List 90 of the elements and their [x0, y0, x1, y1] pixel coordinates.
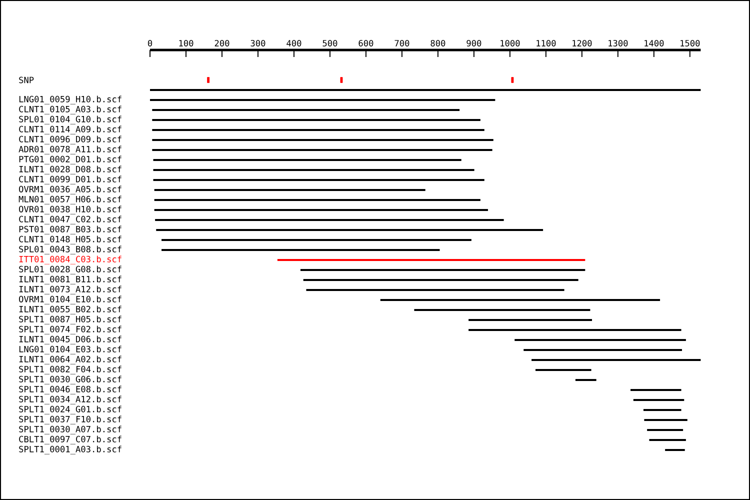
y-tick-label: ILNT1_0055_B02.b.scf: [19, 306, 122, 314]
y-tick-label: CLNT1_0047_C02.b.scf: [19, 216, 122, 224]
y-tick-label: SPL01_0028_G08.b.scf: [19, 266, 122, 274]
x-tick-label: 100: [179, 40, 194, 46]
bar: [380, 298, 660, 301]
y-tick-label: ILNT1_0045_D06.b.scf: [19, 336, 122, 344]
bar: [153, 158, 462, 161]
y-tick-label: SPLT1_0034_A12.b.scf: [19, 396, 122, 404]
x-tick-label: 1100: [536, 40, 556, 46]
y-tick-label: ILNT1_0073_A12.b.scf: [19, 286, 122, 294]
y-tick-label: SPL01_0104_G10.b.scf: [19, 116, 122, 124]
bar: [156, 228, 544, 231]
bar: [649, 438, 686, 441]
y-tick-label: SPLT1_0030_A07.b.scf: [19, 426, 122, 434]
y-tick-label: SPLT1_0087_H05.b.scf: [19, 316, 122, 324]
bar: [575, 378, 596, 381]
y-tick-label: CLNT1_0099_D01.b.scf: [19, 176, 122, 184]
y-tick-label: LNG01_0104_E03.b.scf: [19, 346, 122, 354]
bar: [647, 428, 684, 431]
bar: [153, 178, 484, 181]
x-tick-label: 800: [430, 40, 446, 46]
x-tick-label: 1200: [572, 40, 592, 46]
bar: [643, 408, 682, 411]
x-tick-label: 0: [148, 40, 152, 46]
bar: [468, 328, 682, 331]
x-tick-label: 700: [394, 40, 410, 46]
y-tick-label: ITT01_0084_C03.b.scf: [19, 256, 122, 264]
bar: [535, 368, 592, 371]
y-tick-label: SPLT1_0037_F10.b.scf: [19, 416, 122, 424]
y-tick-label: OVR01_0038_H10.b.scf: [19, 206, 122, 214]
y-tick-label: MLN01_0057_H06.b.scf: [18, 196, 122, 204]
y-tick-label: PST01_0087_B03.b.scf: [19, 226, 122, 234]
y-tick-label: OVRM1_0104_E10.b.scf: [19, 296, 122, 304]
y-tick-label: SPLT1_0046_E08.b.scf: [19, 386, 122, 394]
x-tick-label: 300: [250, 40, 266, 46]
x-tick-label: 1300: [608, 40, 628, 46]
y-tick-label: SPLT1_0001_A03.b.scf: [19, 446, 122, 454]
y-tick-label: ILNT1_0064_A02.b.scf: [19, 356, 122, 364]
x-tick-label: 1000: [500, 40, 520, 46]
x-tick-label: 1400: [644, 40, 664, 46]
bar: [644, 418, 688, 421]
y-tick-label: CLNT1_0114_A09.b.scf: [19, 126, 122, 134]
bar: [306, 288, 564, 291]
bar: [630, 388, 682, 391]
y-tick-label: CBLT1_0097_C07.b.scf: [19, 436, 122, 444]
x-tick-label: 600: [358, 40, 374, 46]
y-tick-label: CLNT1_0096_D09.b.scf: [19, 136, 122, 144]
bar: [154, 208, 488, 211]
y-tick-label: CLNT1_0105_A03.b.scf: [19, 106, 122, 114]
y-tick-label: ADR01_0078_A11.b.scf: [18, 146, 122, 154]
x-tick-label: 400: [286, 40, 302, 46]
bar: [300, 268, 586, 271]
bar: [532, 358, 701, 361]
y-tick-label: ILNT1_0028_D08.b.scf: [19, 166, 122, 174]
bar: [665, 448, 685, 451]
y-tick-label: ILNT1_0081_B11.b.scf: [19, 276, 122, 284]
bar: [152, 138, 494, 141]
bar: [152, 108, 460, 111]
bar: [524, 348, 682, 351]
bar: [162, 248, 440, 251]
y-tick-label: PTG01_0002_D01.b.scf: [19, 156, 122, 164]
bar: [414, 308, 590, 311]
x-tick-label: 1500: [680, 40, 700, 46]
bar: [152, 128, 484, 131]
x-tick-label: 200: [214, 40, 230, 46]
bar: [162, 238, 472, 241]
bar: [150, 88, 701, 91]
bar: [153, 168, 474, 171]
bar: [154, 188, 426, 191]
bar: [277, 258, 586, 261]
y-tick-label: OVRM1_0036_A05.b.scf: [19, 186, 122, 194]
y-tick-label: LNG01_0059_H10.b.scf: [19, 96, 122, 104]
bar: [154, 198, 480, 201]
bar: [468, 318, 592, 321]
bar: [152, 148, 492, 151]
bar: [150, 98, 496, 101]
x-tick-label: 900: [466, 40, 482, 46]
y-tick-label: SPL01_0043_B08.b.scf: [19, 246, 122, 254]
y-tick-label: SPLT1_0030_G06.b.scf: [19, 376, 122, 384]
y-tick-label: SPLT1_0024_G01.b.scf: [19, 406, 122, 414]
bar: [303, 278, 578, 281]
y-tick-label: SPLT1_0074_F02.b.scf: [19, 326, 122, 334]
y-tick-label: SNP: [19, 76, 34, 84]
bar: [514, 338, 686, 341]
y-tick-label: SPLT1_0082_F04.b.scf: [19, 366, 122, 374]
bar: [152, 118, 480, 121]
bar: [155, 218, 504, 221]
y-tick-label: CLNT1_0148_H05.b.scf: [19, 236, 122, 244]
x-tick-label: 500: [322, 40, 338, 46]
bar: [633, 398, 684, 401]
